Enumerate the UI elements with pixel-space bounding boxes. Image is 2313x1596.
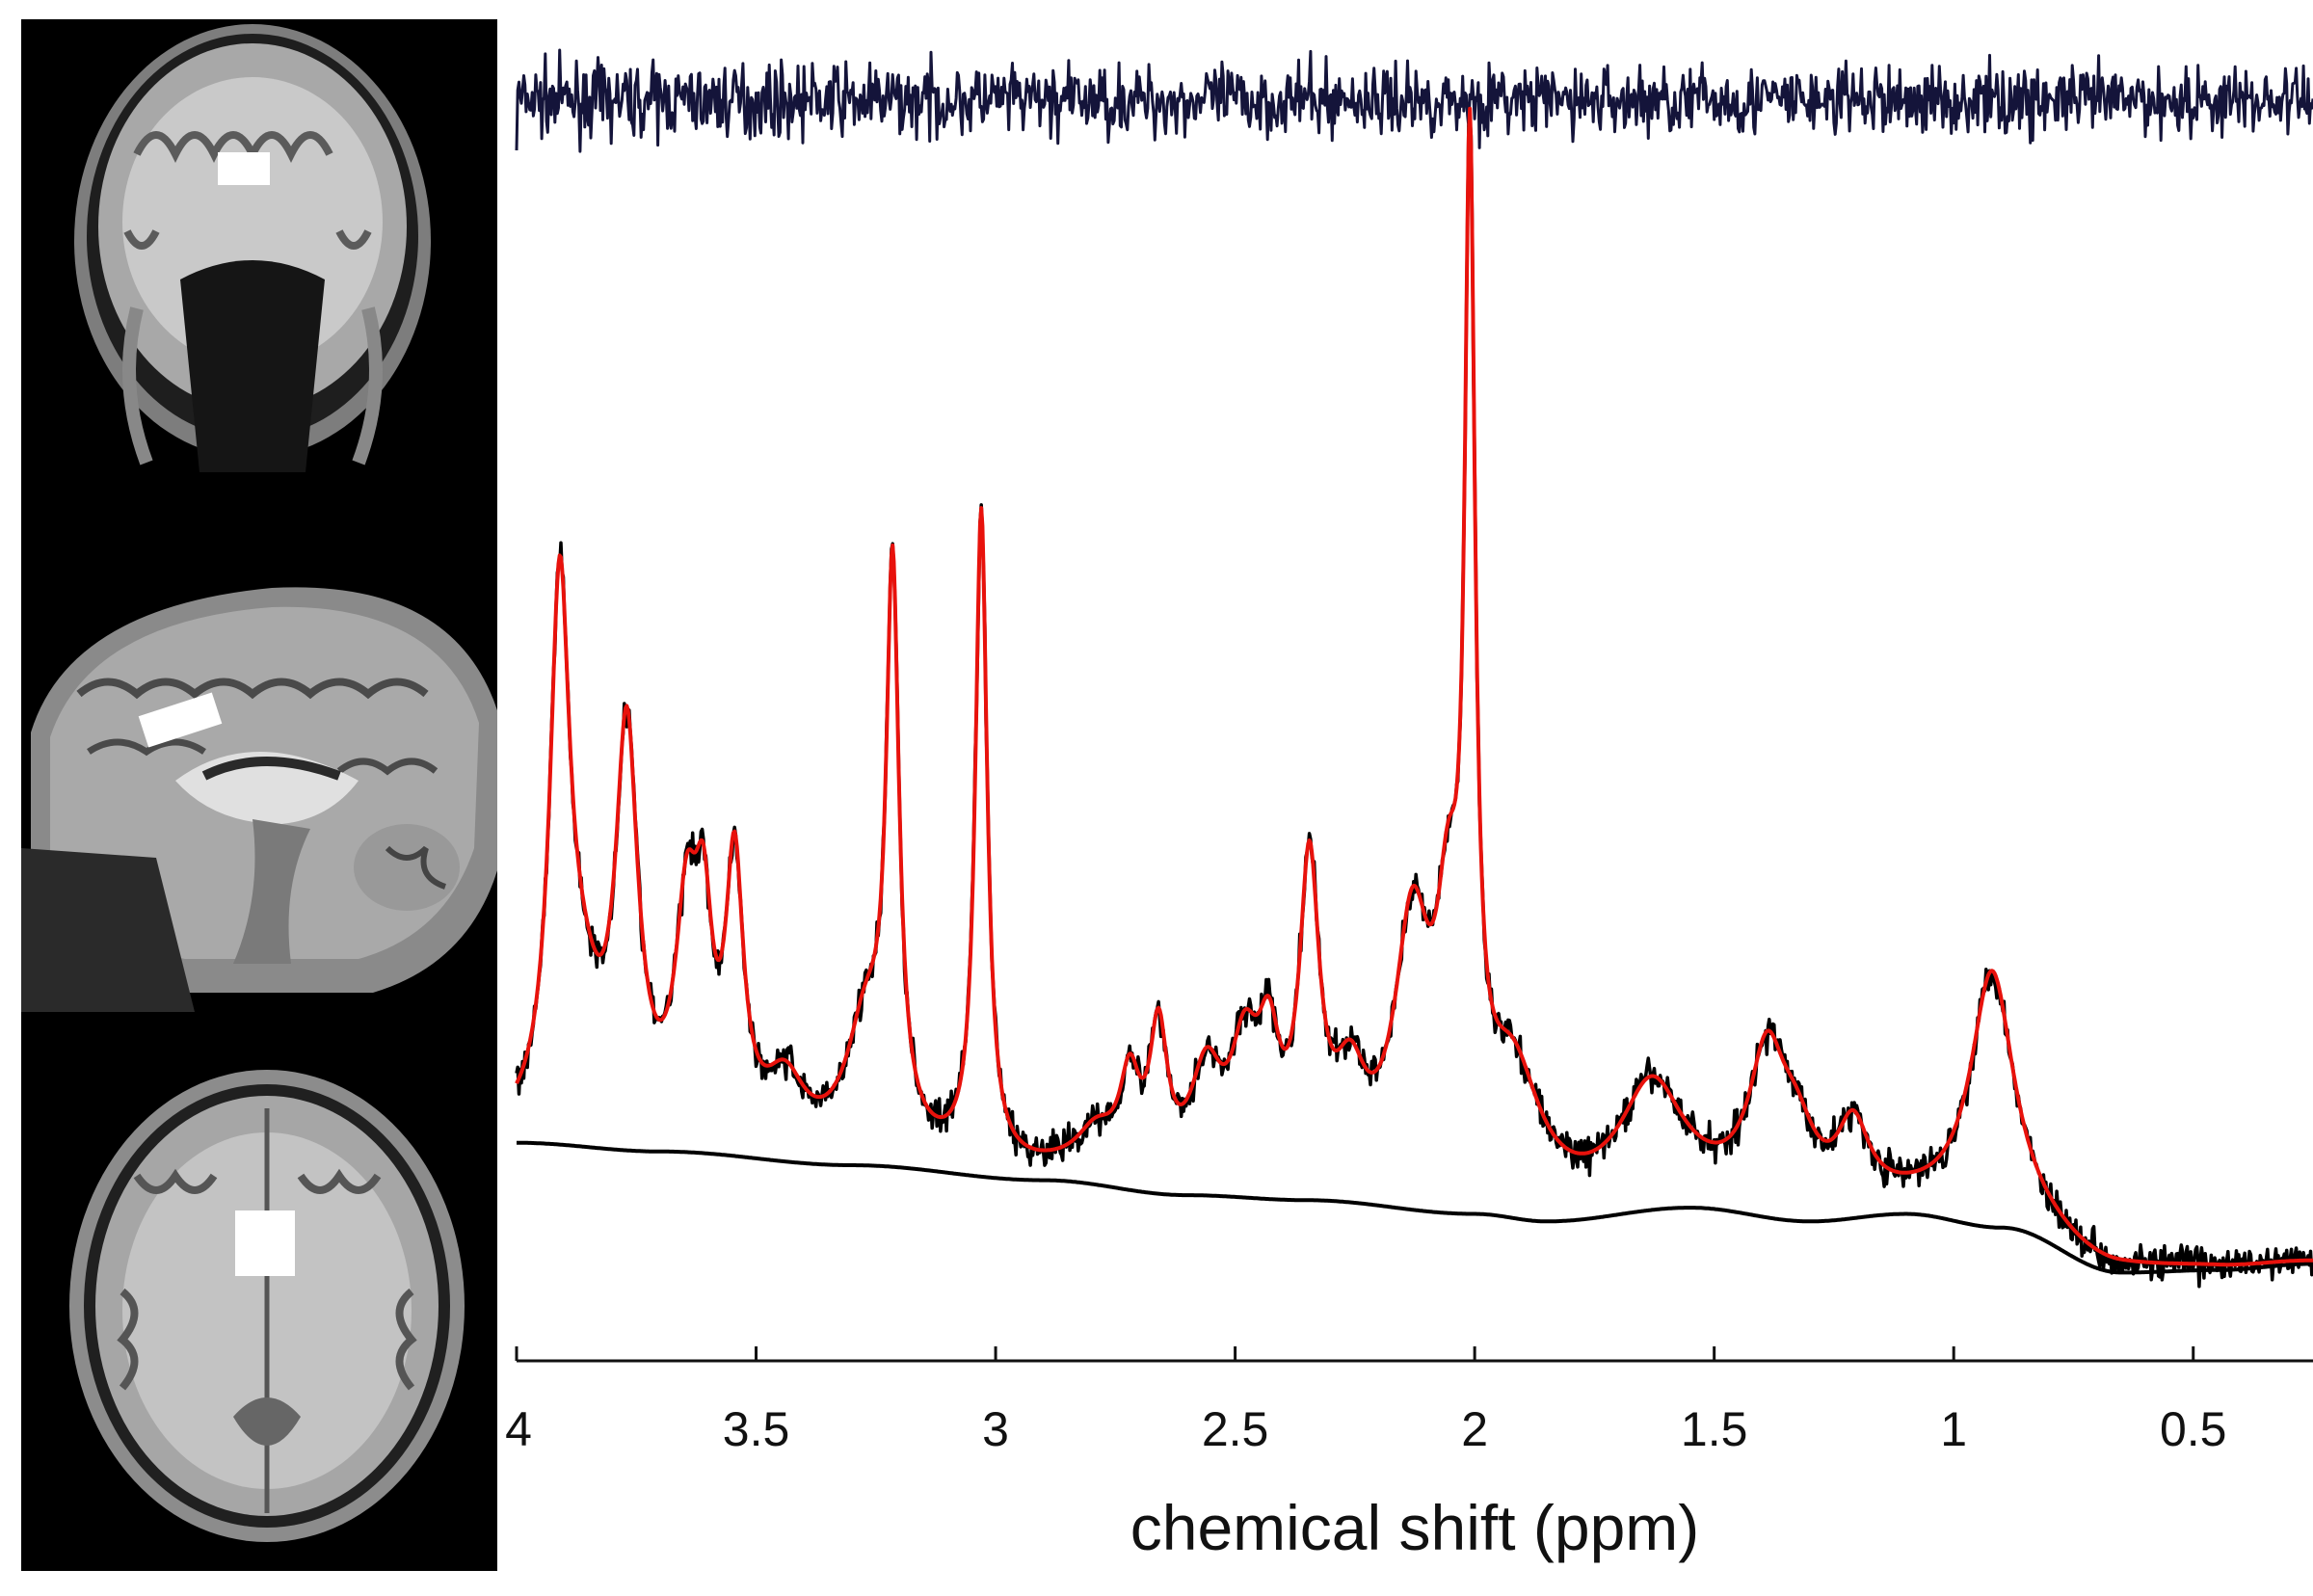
axial-slice xyxy=(69,1070,465,1542)
x-axis-ticks: 4 3.5 3 2.5 2 1.5 1 0.5 xyxy=(505,1346,2226,1456)
sagittal-slice xyxy=(21,587,497,1012)
voxel-marker xyxy=(218,152,270,185)
baseline-line xyxy=(516,1140,2313,1275)
x-tick-label: 0.5 xyxy=(2160,1402,2227,1456)
coronal-mri-image xyxy=(21,19,497,1571)
coronal-slice xyxy=(74,24,431,472)
measured-spectrum-line xyxy=(515,117,2313,1289)
x-axis: 4 3.5 3 2.5 2 1.5 1 0.5 chemical shift (ppm) xyxy=(505,1346,2313,1563)
x-tick-label: 1 xyxy=(1940,1402,1967,1456)
x-tick-label: 1.5 xyxy=(1681,1402,1748,1456)
residual-line xyxy=(515,48,2313,153)
x-tick-label: 2.5 xyxy=(1202,1402,1269,1456)
x-tick-label: 4 xyxy=(505,1402,532,1456)
x-axis-title: chemical shift (ppm) xyxy=(1130,1492,1700,1563)
x-tick-label: 3 xyxy=(982,1402,1009,1456)
fit-spectrum-line xyxy=(515,106,2313,1267)
x-tick-label: 2 xyxy=(1461,1402,1488,1456)
voxel-marker xyxy=(138,692,223,748)
series-layer xyxy=(515,48,2313,1289)
mri-strip xyxy=(21,19,497,1571)
x-tick-label: 3.5 xyxy=(723,1402,790,1456)
voxel-marker xyxy=(235,1210,295,1276)
